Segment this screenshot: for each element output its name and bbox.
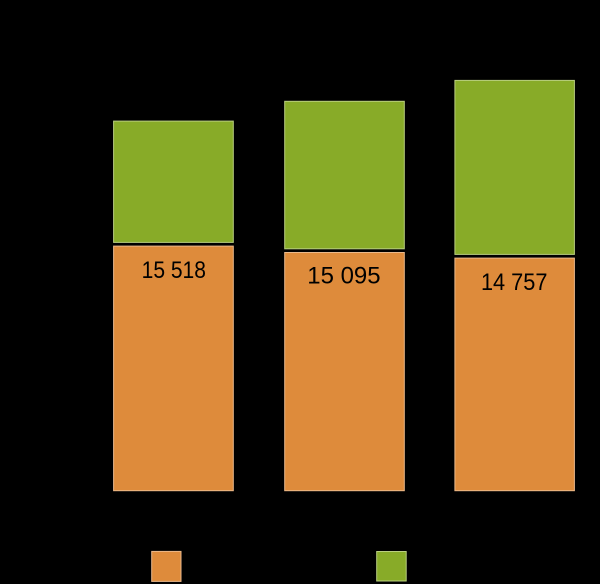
svg-text:14 757: 14 757 [481,269,548,296]
svg-text:15 095: 15 095 [307,263,380,290]
svg-text:15 518: 15 518 [142,257,206,284]
